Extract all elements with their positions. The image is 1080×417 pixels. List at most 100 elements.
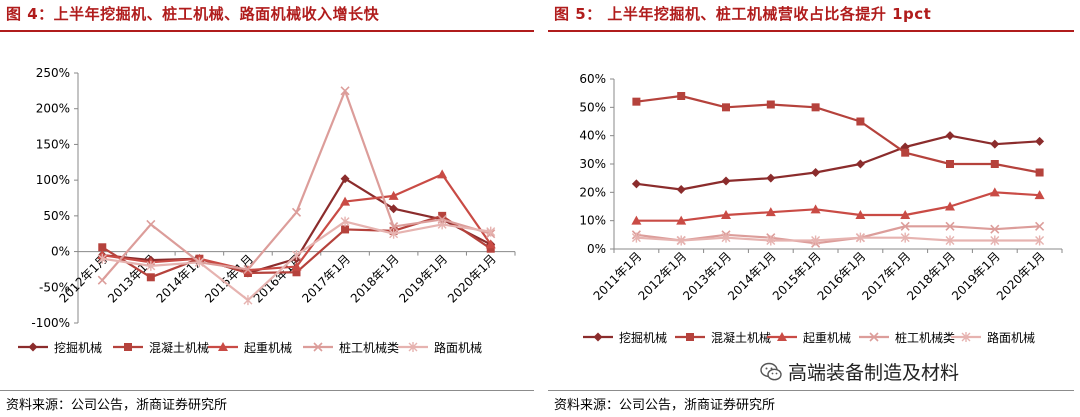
data-point xyxy=(990,139,1000,149)
data-point xyxy=(438,211,447,220)
y-tick-label: 200% xyxy=(36,102,70,116)
data-point xyxy=(945,201,955,211)
data-point xyxy=(340,216,350,227)
figure-5-panel: 图 5： 上半年挖掘机、桩工机械营收占比各提升 1pct 0% 10% 20% 30%… xyxy=(548,0,1080,417)
legend-label: 挖掘机械 xyxy=(54,340,102,355)
x-tick-label: 2019年1月 xyxy=(396,252,450,306)
data-point xyxy=(341,225,350,234)
data-point xyxy=(146,273,155,282)
data-point xyxy=(243,295,253,306)
data-point xyxy=(437,169,448,179)
data-point xyxy=(677,92,686,100)
data-point xyxy=(97,253,107,264)
watermark-text: 高端装备制造及材料 xyxy=(788,362,960,384)
data-point xyxy=(721,176,731,186)
data-point xyxy=(1034,190,1045,200)
data-point xyxy=(855,232,865,243)
wechat-icon xyxy=(760,362,782,380)
data-point xyxy=(676,185,686,194)
figure-4-source: 资料来源：公司公告，浙商证券研究所 xyxy=(6,398,228,413)
y-tick-label: 0% xyxy=(51,245,70,259)
data-point xyxy=(98,243,107,252)
legend-label: 挖掘机械 xyxy=(619,330,667,345)
legend-marker xyxy=(313,342,323,352)
data-point xyxy=(721,210,731,219)
data-point xyxy=(946,160,954,168)
figure-4-title: 图 4：上半年挖掘机、桩工机械、路面机械收入增长快 xyxy=(6,5,380,23)
data-point xyxy=(945,235,955,246)
data-point xyxy=(486,226,496,237)
data-point xyxy=(1035,235,1045,246)
data-point xyxy=(194,257,204,268)
figure-5-footer-rule xyxy=(548,390,1074,391)
legend-label: 混凝土机械 xyxy=(149,340,209,355)
figure-5-title-rule xyxy=(548,30,1074,32)
y-tick-label: 40% xyxy=(579,129,606,143)
y-tick-label: 60% xyxy=(579,72,606,86)
data-point xyxy=(340,196,351,206)
data-point xyxy=(485,239,496,249)
data-point xyxy=(389,222,399,232)
figure-4-footer-rule xyxy=(0,390,534,391)
legend-marker xyxy=(124,343,132,351)
data-point xyxy=(389,228,399,239)
data-point xyxy=(388,190,399,200)
data-point xyxy=(855,159,865,169)
series-5 xyxy=(97,216,496,306)
legend-label: 路面机械 xyxy=(987,330,1035,345)
data-point xyxy=(1035,136,1045,146)
data-point xyxy=(811,235,821,246)
data-point xyxy=(945,131,955,141)
data-point xyxy=(766,173,776,183)
y-tick-label: -50% xyxy=(39,280,70,294)
y-tick-label: 20% xyxy=(579,185,606,199)
data-point xyxy=(990,235,1000,246)
data-point xyxy=(389,204,399,214)
legend-marker xyxy=(961,332,971,342)
series-5 xyxy=(631,232,1045,246)
legend: 挖掘机械 混凝土机械 起重机械 桩工机械类 路面机械 xyxy=(18,340,482,355)
data-point xyxy=(766,235,776,246)
data-point xyxy=(945,221,955,231)
series-line xyxy=(636,191,1040,222)
x-tick-label: 2020年1月 xyxy=(994,249,1048,303)
data-point xyxy=(1035,168,1044,177)
x-tick-label: 2020年1月 xyxy=(445,252,499,306)
data-point xyxy=(97,275,107,285)
data-point xyxy=(676,235,686,246)
series-line xyxy=(636,236,1040,242)
figure-4-chart: -100%-50%0%50%100%150%200%250%2012年1月201… xyxy=(18,66,516,355)
data-point xyxy=(243,264,253,274)
data-point xyxy=(631,232,641,243)
legend-label: 起重机械 xyxy=(244,340,292,355)
data-point xyxy=(810,204,821,214)
watermark: 高端装备制造及材料 xyxy=(760,358,959,385)
data-point xyxy=(721,232,731,243)
legend-label: 桩工机械类 xyxy=(895,330,955,345)
data-point xyxy=(631,179,641,189)
data-point xyxy=(292,268,301,277)
legend-marker xyxy=(686,333,694,341)
y-tick-label: 100% xyxy=(36,173,70,187)
data-point xyxy=(291,207,302,217)
figure-5-chart: 0%10%20%30%40%50%60%2011年1月2012年1月2013年1… xyxy=(579,72,1063,345)
y-tick-label: -100% xyxy=(31,316,70,330)
legend-label: 路面机械 xyxy=(434,340,482,355)
data-point xyxy=(676,215,687,225)
legend-label: 起重机械 xyxy=(803,330,851,345)
legend-marker xyxy=(593,332,603,342)
figure-5-title: 图 5： 上半年挖掘机、桩工机械营收占比各提升 1pct xyxy=(554,5,932,23)
data-point xyxy=(989,187,1000,197)
y-tick-label: 50% xyxy=(43,209,70,223)
y-tick-label: 10% xyxy=(579,214,606,228)
legend-label: 桩工机械类 xyxy=(339,340,399,355)
series-2 xyxy=(632,92,1044,177)
data-point xyxy=(765,207,776,217)
data-point xyxy=(900,232,910,243)
data-point xyxy=(900,221,910,231)
series-line xyxy=(636,225,1040,245)
y-tick-label: 50% xyxy=(579,100,606,114)
legend-label: 混凝土机械 xyxy=(711,330,771,345)
series-line xyxy=(636,134,1040,191)
figure-4-title-rule xyxy=(0,30,534,32)
